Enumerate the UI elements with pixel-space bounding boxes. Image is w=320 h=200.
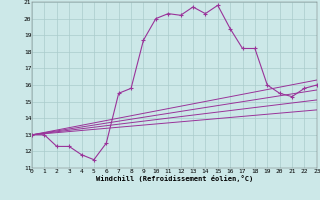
X-axis label: Windchill (Refroidissement éolien,°C): Windchill (Refroidissement éolien,°C) xyxy=(96,175,253,182)
